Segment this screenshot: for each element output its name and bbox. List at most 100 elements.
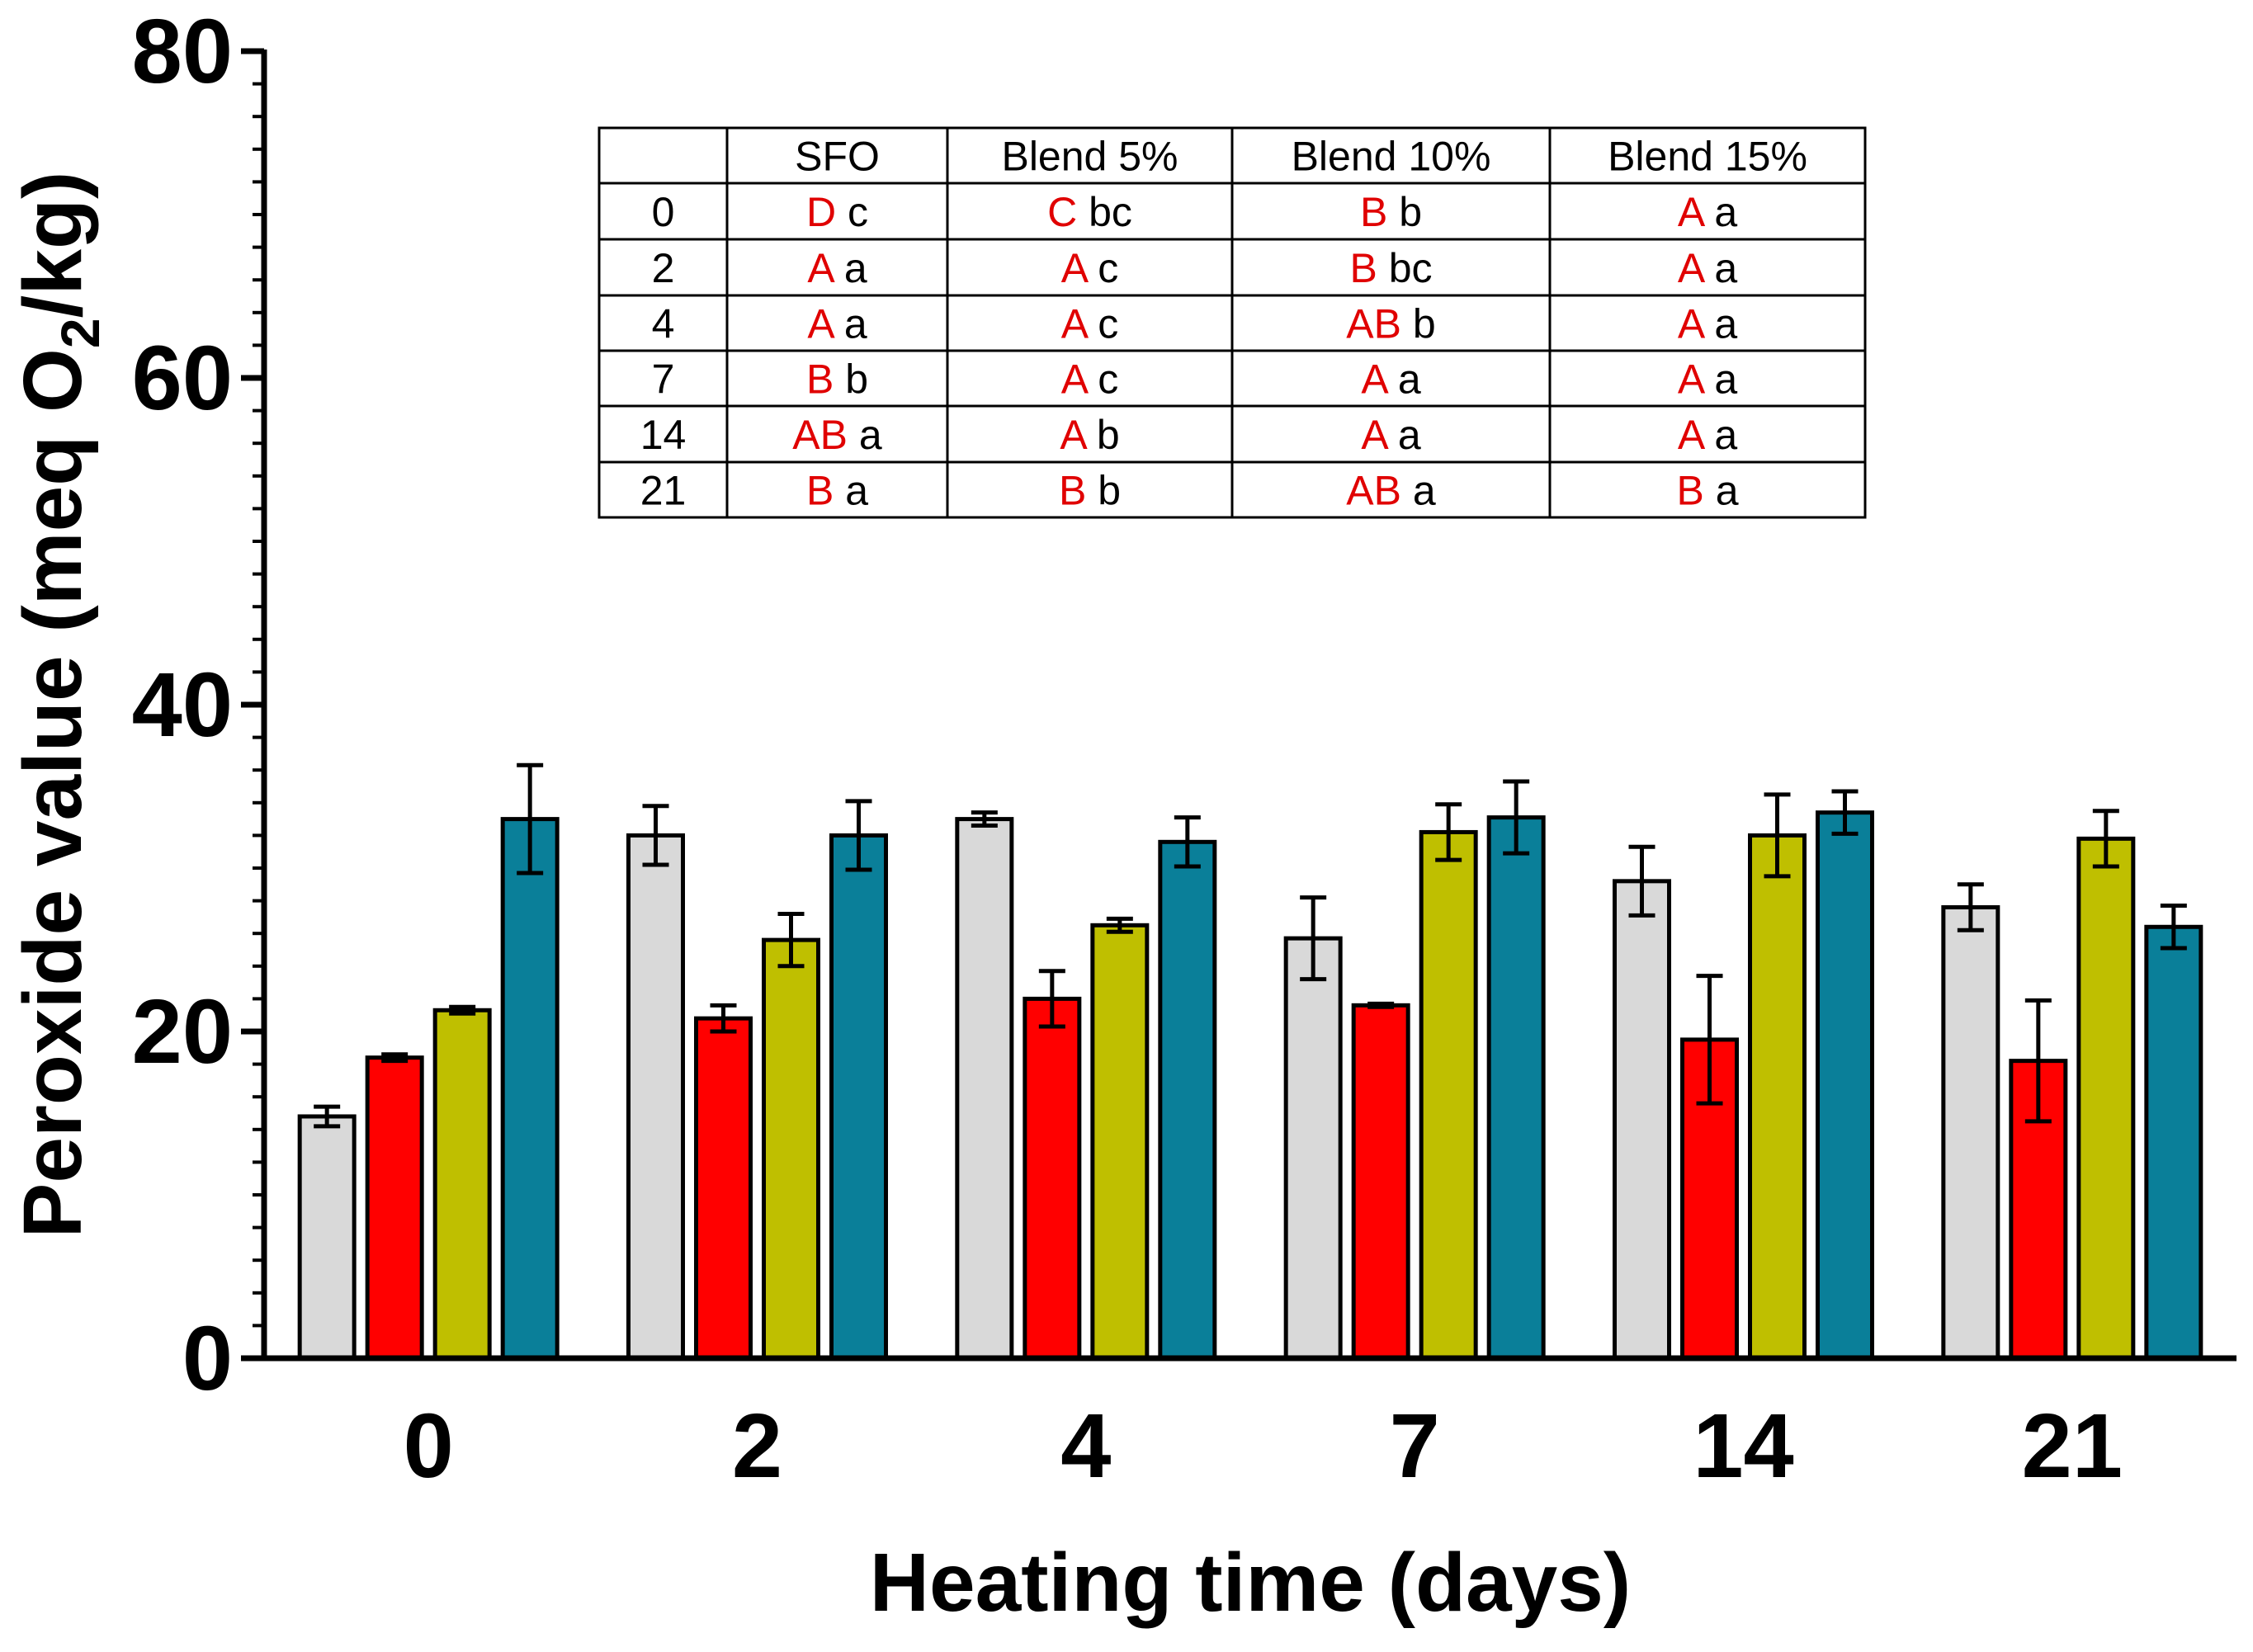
axes-layer: 0 2 4 7 14 21 0 20 40 60 80 — [132, 1, 2236, 1497]
table-significance-cell: C bc — [1047, 189, 1132, 235]
uppercase-letter: AB — [1346, 468, 1401, 514]
table-header-cell: Blend 15% — [1608, 134, 1807, 180]
table-significance-cell: B a — [806, 468, 868, 514]
bar-blend-15--day-14 — [1816, 810, 1874, 1361]
table-significance-cell: A c — [1061, 245, 1119, 291]
lowercase-letter: c — [1086, 356, 1118, 403]
uppercase-letter: A — [1061, 245, 1089, 291]
lowercase-letter: c — [1086, 245, 1118, 291]
uppercase-letter: A — [1678, 189, 1706, 235]
table-header-cell: Blend 10% — [1292, 134, 1491, 180]
uppercase-letter: A — [807, 301, 835, 347]
table-day-cell: 21 — [640, 468, 687, 514]
lowercase-letter: b — [1086, 468, 1121, 514]
x-tick-label: 0 — [404, 1395, 454, 1497]
lowercase-letter: b — [1401, 301, 1436, 347]
table-significance-cell: AB a — [1346, 468, 1436, 514]
bar-blend-10--day-7 — [1419, 829, 1478, 1361]
table-significance-cell: AB b — [1346, 301, 1435, 347]
lowercase-letter: a — [1703, 412, 1737, 458]
bar-blend-10--day-14 — [1748, 833, 1807, 1361]
bar-sfo-day-14 — [1613, 879, 1671, 1361]
y-tick-label: 20 — [132, 981, 233, 1083]
y-tick-label: 80 — [132, 1, 233, 102]
lowercase-letter: a — [1703, 245, 1737, 291]
y-tick-label: 40 — [132, 654, 233, 756]
bar-blend-10--day-21 — [2076, 836, 2136, 1361]
bar-blend-15--day-7 — [1486, 815, 1546, 1361]
table-day-cell: 7 — [652, 356, 675, 403]
lowercase-letter: a — [833, 245, 867, 291]
bar-blend-15--day-0 — [500, 817, 560, 1361]
table-day-cell: 14 — [640, 412, 687, 458]
bar-blend-15--day-2 — [829, 833, 888, 1361]
table-significance-cell: B b — [806, 356, 868, 403]
y-axis-title-main: Peroxide value (meq O — [7, 348, 99, 1238]
y-axis-title: Peroxide value (meq O2/kg) — [7, 172, 111, 1239]
lowercase-letter: a — [833, 301, 867, 347]
table-significance-cell: A a — [1678, 245, 1737, 291]
table-significance-cell: A a — [1361, 356, 1420, 403]
lowercase-letter: a — [1703, 356, 1737, 403]
table-significance-cell: A a — [1678, 356, 1737, 403]
y-tick-label: 60 — [132, 328, 233, 429]
lowercase-letter: a — [1401, 468, 1436, 514]
table-header-cell: SFO — [795, 134, 880, 180]
table-significance-cell: A a — [1678, 189, 1737, 235]
bar-blend-5--day-2 — [694, 1016, 753, 1361]
lowercase-letter: a — [848, 412, 882, 458]
bar-blend-15--day-21 — [2144, 924, 2203, 1361]
x-tick-label: 14 — [1693, 1395, 1793, 1497]
uppercase-letter: A — [1678, 356, 1706, 403]
bar-sfo-day-4 — [955, 817, 1014, 1361]
bar-blend-10--day-0 — [432, 1008, 492, 1361]
lowercase-letter: c — [836, 189, 868, 235]
lowercase-letter: b — [1387, 189, 1422, 235]
table-significance-cell: A a — [1678, 412, 1737, 458]
bar-blend-5--day-7 — [1351, 1003, 1410, 1361]
uppercase-letter: A — [1061, 301, 1089, 347]
table-significance-cell: A a — [1678, 301, 1737, 347]
table-significance-cell: AB a — [792, 412, 882, 458]
uppercase-letter: B — [806, 468, 834, 514]
table-significance-cell: A a — [1361, 412, 1420, 458]
table-day-cell: 2 — [652, 245, 675, 291]
y-tick-label: 0 — [182, 1308, 233, 1409]
uppercase-letter: A — [1678, 412, 1706, 458]
table-significance-cell: A a — [807, 301, 867, 347]
lowercase-letter: a — [1386, 356, 1421, 403]
bar-sfo-day-21 — [1941, 905, 2000, 1361]
x-tick-label: 4 — [1060, 1395, 1111, 1497]
table-day-cell: 4 — [652, 301, 675, 347]
x-tick-label: 2 — [732, 1395, 782, 1497]
table-significance-cell: A a — [807, 245, 867, 291]
lowercase-letter: b — [1085, 412, 1120, 458]
bar-blend-10--day-2 — [762, 937, 820, 1361]
table-significance-cell: B b — [1059, 468, 1121, 514]
uppercase-letter: D — [806, 189, 836, 235]
lowercase-letter: bc — [1077, 189, 1132, 235]
lowercase-letter: a — [1704, 468, 1739, 514]
uppercase-letter: B — [806, 356, 834, 403]
table-significance-cell: B a — [1676, 468, 1738, 514]
lowercase-letter: a — [1386, 412, 1421, 458]
bar-blend-15--day-4 — [1158, 839, 1217, 1361]
table-header-cell: Blend 5% — [1001, 134, 1178, 180]
uppercase-letter: A — [1361, 412, 1389, 458]
lowercase-letter: bc — [1377, 245, 1433, 291]
bar-blend-10--day-4 — [1090, 923, 1150, 1361]
uppercase-letter: A — [1361, 356, 1389, 403]
table-significance-cell: B bc — [1349, 245, 1432, 291]
table-significance-cell: A c — [1061, 301, 1119, 347]
lowercase-letter: b — [834, 356, 868, 403]
uppercase-letter: A — [807, 245, 835, 291]
lowercase-letter: a — [834, 468, 868, 514]
bar-blend-5--day-0 — [365, 1055, 424, 1361]
uppercase-letter: C — [1047, 189, 1077, 235]
uppercase-letter: B — [1360, 189, 1387, 235]
bar-blend-5--day-4 — [1023, 996, 1082, 1361]
bar-sfo-day-0 — [297, 1114, 357, 1361]
x-axis-title: Heating time (days) — [870, 1536, 1631, 1629]
